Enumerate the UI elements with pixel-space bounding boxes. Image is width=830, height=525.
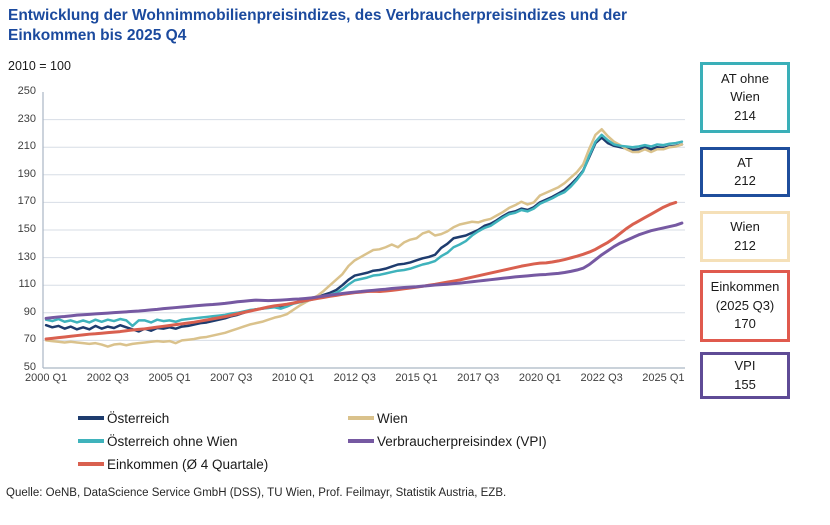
value-box-value: 214 [734,107,756,123]
series-line-vpi [44,221,684,320]
x-tick-label: 2017 Q3 [457,372,500,384]
legend-label: Verbraucherpreisindex (VPI) [377,433,547,449]
x-tick-label: 2002 Q3 [86,372,129,384]
x-tick-label: 2000 Q1 [24,372,68,384]
value-box-einkommen-2025-q3-: Einkommen (2025 Q3) 170 [700,270,790,342]
y-tick-label: 90 [23,305,36,318]
x-tick-label: 2007 Q3 [210,372,253,384]
value-box-label: AT ohne Wien [721,70,769,105]
value-box-label: VPI [734,358,756,374]
legend-label: Einkommen (Ø 4 Quartale) [107,456,269,472]
x-tick-label: 2022 Q3 [580,372,623,384]
value-box-at-ohne-wien: AT ohne Wien 214 [700,62,790,133]
legend-item: Österreich [78,409,169,427]
line-chart-plot-area [42,92,685,369]
legend-item: Verbraucherpreisindex (VPI) [348,432,547,450]
source-note: Quelle: OeNB, DataScience Service GmbH (… [6,487,507,499]
value-box-label: Wien [730,219,760,235]
legend-item: Österreich ohne Wien [78,432,238,450]
x-tick-label: 2005 Q1 [148,372,191,384]
x-tick-label: 2012 Q3 [333,372,376,384]
value-box-value: 155 [734,376,756,392]
legend-swatch-einkommen [78,462,104,466]
series-line-oesterreich [44,136,684,333]
x-tick-label: 2010 Q1 [271,372,315,384]
legend-item: Einkommen (Ø 4 Quartale) [78,455,268,473]
y-tick-label: 250 [17,85,36,97]
value-box-wien: Wien 212 [700,211,790,262]
series-line-oesterreich_ohne_wien [44,133,684,328]
y-tick-label: 130 [17,250,36,263]
value-box-value: 170 [734,316,756,332]
title-line-2: Einkommen bis 2025 Q4 [8,27,187,45]
legend-swatch-oesterreich_ohne_wien [78,439,104,443]
legend-swatch-vpi [348,439,374,443]
series-line-wien [44,128,684,348]
value-box-label: Einkommen (2025 Q3) [710,279,780,313]
legend-label: Österreich ohne Wien [107,433,238,449]
y-tick-label: 110 [18,278,36,291]
value-box-vpi: VPI 155 [700,352,790,399]
series-line-einkommen [44,200,678,341]
value-box-value: 212 [734,237,756,253]
y-tick-label: 170 [17,195,36,208]
value-box-value: 212 [734,173,756,188]
legend-label: Wien [377,410,408,426]
index-base-note: 2010 = 100 [8,59,71,73]
x-tick-label: 2025 Q1 [642,372,685,384]
y-tick-label: 230 [17,112,36,125]
value-box-label: AT [737,154,753,170]
legend-label: Österreich [107,410,170,426]
y-tick-label: 150 [17,223,36,235]
value-box-at: AT 212 [700,147,790,197]
line-chart-svg [42,92,685,369]
title-line-1: Entwicklung der Wohnimmobilienpreisindiz… [8,7,627,24]
x-tick-label: 2015 Q1 [395,372,438,384]
y-tick-label: 70 [23,333,36,346]
x-tick-label: 2020 Q1 [518,372,562,384]
y-tick-label: 190 [17,167,36,180]
page-title: Entwicklung der Wohnimmobilienpreisindiz… [8,6,708,47]
legend-item: Wien [348,409,408,427]
legend-swatch-wien [348,416,374,420]
y-tick-label: 50 [23,361,36,373]
legend-swatch-oesterreich [78,416,104,420]
y-tick-label: 210 [17,140,36,153]
